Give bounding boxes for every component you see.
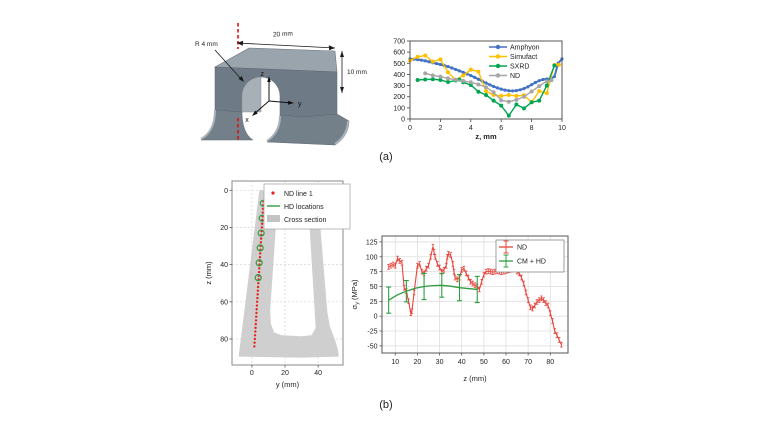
- svg-text:Amphyon: Amphyon: [510, 45, 540, 52]
- dim-radius-line: [214, 49, 243, 81]
- comparison-chart: 0 2 4 6 8 100100200300400500600700AmphyonSimu…: [393, 39, 566, 142]
- model-3d-diagram: 20 mm R 4 mm 10 mm z y x: [195, 23, 367, 146]
- stress-plot: 10 20 30 40 50 60 70 80 -50 -25 0 25 50 75 100 125 z (mm…: [350, 235, 569, 383]
- svg-text:40: 40: [458, 359, 466, 366]
- svg-text:60: 60: [220, 299, 228, 306]
- axis-x-arrow: [252, 110, 258, 116]
- dim-width-label: 20 mm: [273, 30, 293, 38]
- svg-text:z (mm): z (mm): [463, 374, 487, 383]
- svg-text:600: 600: [393, 50, 405, 57]
- axis-z-label: z: [261, 71, 265, 78]
- svg-text:40: 40: [314, 370, 322, 377]
- svg-text:z (mm): z (mm): [204, 261, 213, 285]
- svg-text:0: 0: [374, 314, 378, 321]
- svg-text:20: 20: [220, 225, 228, 232]
- svg-text:ND line 1: ND line 1: [284, 191, 313, 198]
- svg-text:Cross section: Cross section: [284, 217, 327, 224]
- gap-flare-highlight: [266, 115, 281, 142]
- dim-width-arrow-left: [237, 40, 244, 46]
- svg-text:0: 0: [224, 188, 228, 195]
- svg-text:500: 500: [393, 61, 405, 68]
- svg-text:75: 75: [370, 269, 378, 276]
- svg-text:50: 50: [370, 284, 378, 291]
- svg-text:200: 200: [393, 94, 405, 101]
- svg-text:2: 2: [438, 125, 442, 132]
- svg-text:70: 70: [524, 359, 532, 366]
- left-foot: [200, 109, 254, 141]
- svg-text:100: 100: [366, 254, 378, 261]
- svg-text:20: 20: [281, 370, 289, 377]
- svg-text:CM + HD: CM + HD: [517, 259, 546, 266]
- svg-text:125: 125: [366, 239, 378, 246]
- left-flare-highlight: [200, 109, 216, 140]
- svg-text:0: 0: [250, 370, 254, 377]
- svg-text:100: 100: [393, 105, 405, 112]
- dim-radius-label: R 4 mm: [195, 41, 218, 48]
- svg-text:-25: -25: [367, 329, 377, 336]
- dim-width-arrow-right: [328, 45, 335, 51]
- svg-text:z, mm: z, mm: [475, 132, 497, 141]
- svg-text:σy (MPa): σy (MPa): [350, 279, 361, 309]
- dim-height-arrow-bottom: [340, 87, 344, 93]
- svg-text:-50: -50: [367, 343, 377, 350]
- svg-text:300: 300: [393, 83, 405, 90]
- svg-text:SXRD: SXRD: [510, 64, 529, 71]
- svg-text:80: 80: [546, 359, 554, 366]
- axis-z-arrow: [267, 76, 271, 82]
- svg-text:30: 30: [436, 359, 444, 366]
- svg-text:0: 0: [408, 125, 412, 132]
- svg-text:4: 4: [469, 125, 473, 132]
- svg-text:ND: ND: [510, 73, 520, 80]
- block-front-face: [214, 66, 338, 118]
- svg-text:ND: ND: [517, 245, 527, 252]
- svg-text:y (mm): y (mm): [276, 380, 300, 389]
- dim-width-line: [236, 42, 336, 49]
- axis-x-line: [253, 100, 270, 115]
- dim-radius-arrow: [238, 76, 244, 82]
- svg-text:700: 700: [393, 39, 405, 46]
- axis-y-label: y: [298, 101, 302, 108]
- axis-y-arrow: [287, 100, 294, 105]
- right-flare-highlight: [334, 120, 349, 145]
- svg-text:25: 25: [370, 299, 378, 306]
- svg-text:400: 400: [393, 72, 405, 79]
- notch-surface: [241, 76, 262, 113]
- svg-text:0: 0: [401, 117, 405, 124]
- svg-text:40: 40: [220, 262, 228, 269]
- svg-text:60: 60: [502, 359, 510, 366]
- panel-a-label: (a): [379, 151, 393, 163]
- dim-height-label: 10 mm: [347, 69, 367, 76]
- svg-text:80: 80: [220, 336, 228, 343]
- svg-text:8: 8: [530, 125, 534, 132]
- panel-b-label: (b): [379, 399, 393, 411]
- svg-text:50: 50: [480, 359, 488, 366]
- svg-text:6: 6: [499, 125, 503, 132]
- svg-text:Simufact: Simufact: [510, 54, 537, 61]
- svg-text:10: 10: [391, 359, 399, 366]
- axis-x-label: x: [245, 117, 249, 124]
- svg-text:HD locations: HD locations: [284, 204, 324, 211]
- svg-text:20: 20: [414, 359, 422, 366]
- cross-section-plot: 0 20 40 0 20 40 60 80 y (mm) z (mm) ND line 1 HD lo…: [204, 180, 351, 389]
- dim-height-arrow-top: [340, 51, 344, 57]
- svg-text:10: 10: [558, 125, 566, 132]
